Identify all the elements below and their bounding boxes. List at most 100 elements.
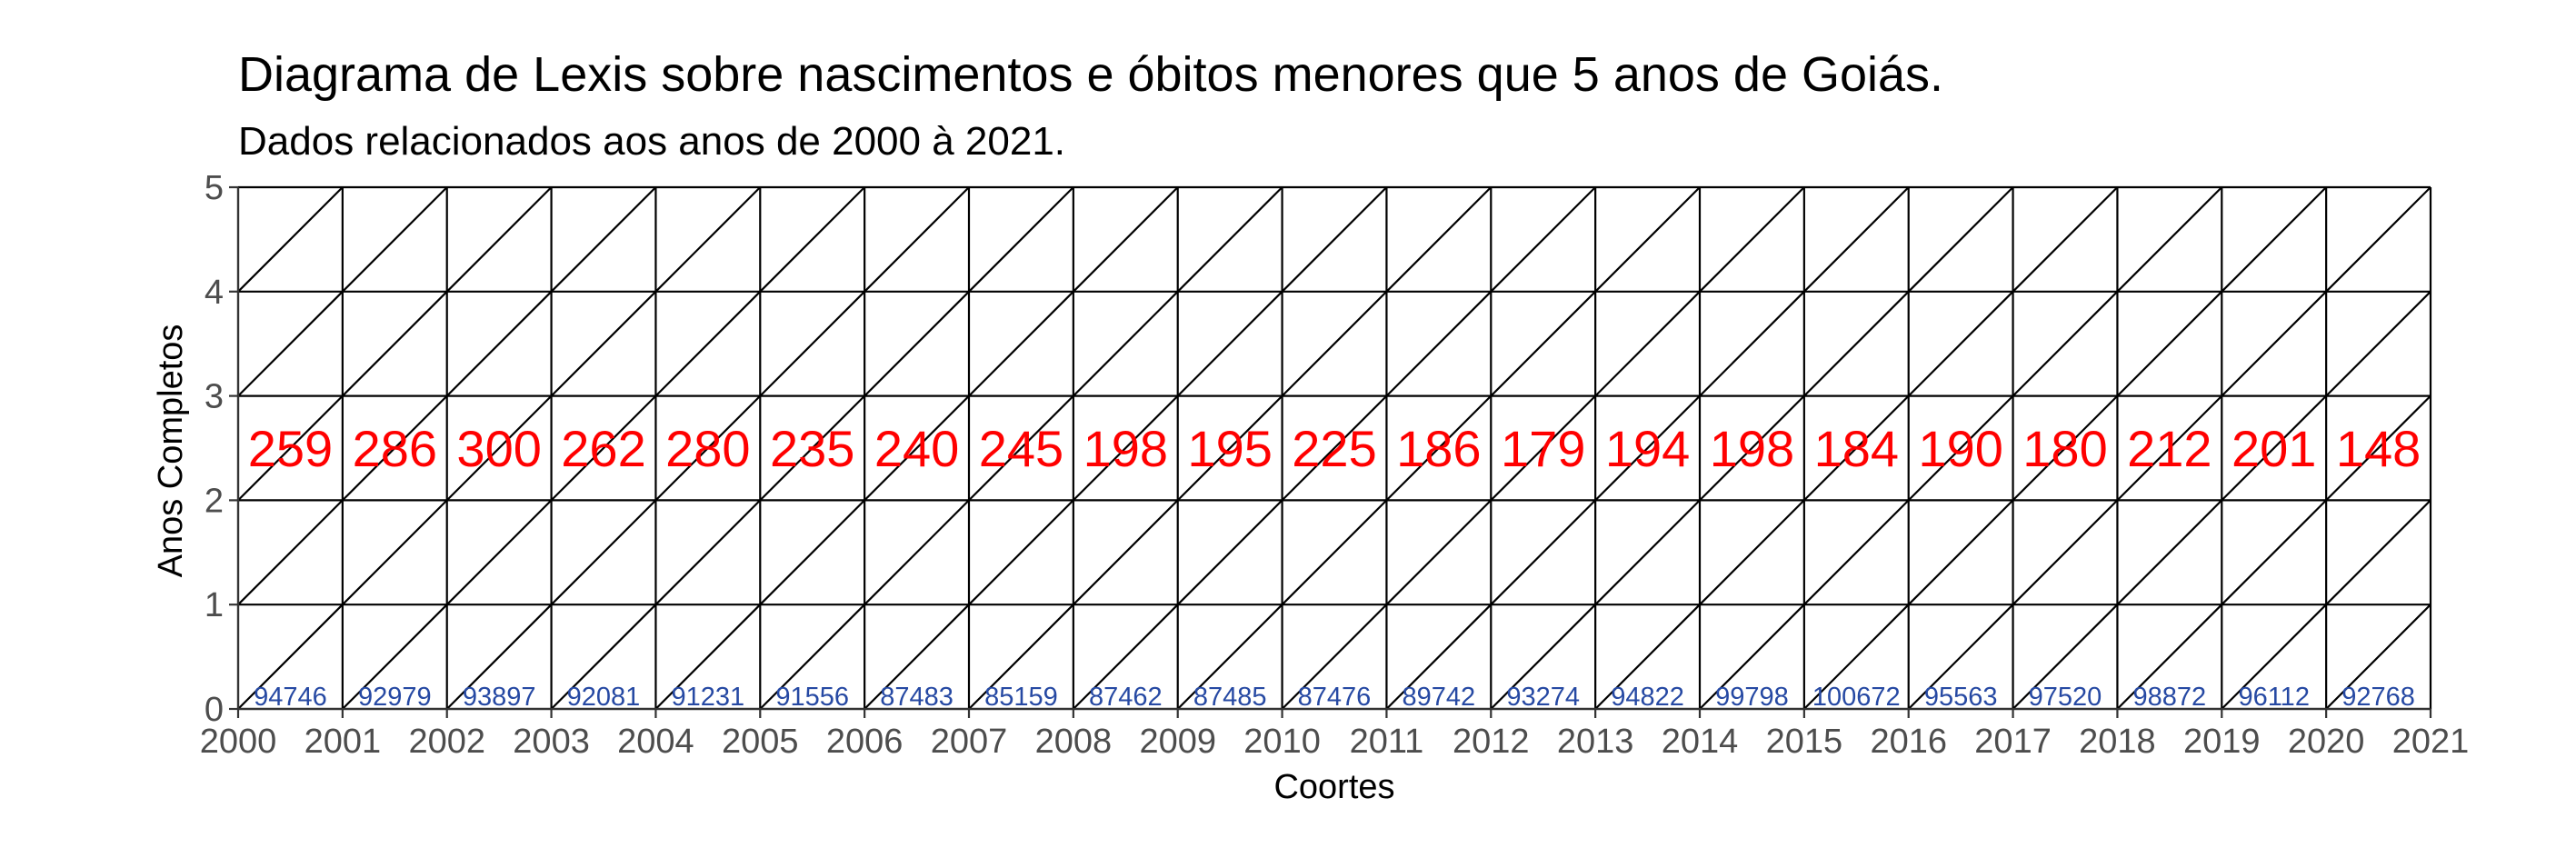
lifeline bbox=[1281, 186, 1388, 293]
x-tick-label: 2016 bbox=[1870, 723, 1947, 761]
birth-count-label: 94746 bbox=[254, 683, 327, 712]
birth-count-label: 94822 bbox=[1611, 683, 1684, 712]
lifeline bbox=[1594, 499, 1701, 605]
lifeline bbox=[759, 394, 865, 502]
birth-count-label: 98872 bbox=[2133, 683, 2207, 712]
lifeline bbox=[1073, 604, 1179, 710]
lifeline bbox=[1699, 186, 1805, 293]
death-count-label: 280 bbox=[665, 420, 750, 477]
lifeline bbox=[2221, 499, 2327, 605]
lifeline bbox=[1907, 499, 2014, 605]
lifeline bbox=[968, 291, 1074, 397]
death-count-label: 245 bbox=[979, 420, 1063, 477]
lifeline bbox=[342, 604, 448, 710]
lifeline bbox=[1176, 291, 1283, 397]
y-tick-label: 2 bbox=[205, 482, 224, 520]
y-tick-label: 4 bbox=[205, 274, 224, 312]
lifeline bbox=[1594, 604, 1701, 710]
lifeline bbox=[1699, 499, 1805, 605]
lifeline bbox=[654, 499, 762, 605]
y-axis-ticks: 0 1 2 3 4 5 bbox=[205, 169, 238, 729]
lifeline bbox=[237, 604, 344, 710]
y-tick-label: 5 bbox=[205, 169, 224, 207]
lifeline bbox=[445, 291, 553, 397]
y-tick-label: 3 bbox=[205, 378, 224, 416]
x-tick-label: 2006 bbox=[826, 723, 904, 761]
lifeline bbox=[1699, 604, 1805, 710]
chart-title: Diagrama de Lexis sobre nascimentos e ób… bbox=[238, 47, 1943, 102]
lifeline bbox=[2012, 604, 2119, 710]
death-count-label: 225 bbox=[1292, 420, 1376, 477]
lifeline bbox=[445, 604, 553, 710]
lifeline bbox=[2221, 604, 2327, 710]
lifeline bbox=[1385, 291, 1493, 397]
lifeline bbox=[864, 499, 970, 605]
lifeline bbox=[550, 186, 657, 293]
death-count-label: 212 bbox=[2127, 420, 2212, 477]
lifeline bbox=[550, 604, 657, 710]
death-count-label: 235 bbox=[770, 420, 854, 477]
lifeline bbox=[1803, 394, 1910, 502]
lifeline bbox=[759, 604, 865, 710]
x-tick-label: 2018 bbox=[2079, 723, 2156, 761]
lifeline bbox=[654, 394, 762, 502]
lifeline bbox=[1281, 394, 1388, 502]
death-count-label: 262 bbox=[561, 420, 645, 477]
x-tick-label: 2001 bbox=[305, 723, 382, 761]
lifeline bbox=[1490, 186, 1596, 293]
lifeline bbox=[1594, 394, 1701, 502]
lifeline bbox=[1073, 291, 1179, 397]
death-labels: 259 286 300 262 280 235 240 245 198 195 225 186 179 1… bbox=[248, 420, 2421, 477]
lifeline bbox=[1699, 291, 1805, 397]
x-tick-label: 2000 bbox=[200, 723, 277, 761]
lifeline bbox=[1803, 604, 1910, 710]
death-count-label: 180 bbox=[2022, 420, 2107, 477]
birth-count-label: 85159 bbox=[984, 683, 1058, 712]
lifeline bbox=[968, 499, 1074, 605]
birth-count-label: 96112 bbox=[2238, 683, 2310, 712]
birth-count-label: 89742 bbox=[1403, 683, 1476, 712]
death-count-label: 198 bbox=[1083, 420, 1168, 477]
lifeline bbox=[1490, 291, 1596, 397]
x-tick-label: 2014 bbox=[1662, 723, 1739, 761]
lifeline bbox=[968, 186, 1074, 293]
lifeline bbox=[1907, 394, 2014, 502]
lifeline bbox=[2221, 291, 2327, 397]
lifeline bbox=[342, 499, 448, 605]
x-tick-label: 2020 bbox=[2288, 723, 2365, 761]
lifelines bbox=[237, 186, 2431, 710]
lifeline bbox=[342, 394, 448, 502]
lifeline bbox=[1594, 186, 1701, 293]
lifeline bbox=[342, 291, 448, 397]
lifeline bbox=[2012, 291, 2119, 397]
death-count-label: 195 bbox=[1187, 420, 1272, 477]
lifeline bbox=[1385, 499, 1493, 605]
x-tick-label: 2010 bbox=[1243, 723, 1321, 761]
birth-count-label: 92768 bbox=[2341, 683, 2415, 712]
lifeline bbox=[1385, 604, 1493, 710]
lifeline bbox=[2325, 291, 2431, 397]
birth-labels: 94746 92979 93897 92081 91231 91556 87483 85159… bbox=[254, 683, 2415, 712]
lifeline bbox=[1490, 499, 1596, 605]
lifeline bbox=[2116, 186, 2223, 293]
death-count-label: 201 bbox=[2232, 420, 2316, 477]
lifeline bbox=[1803, 499, 1910, 605]
x-tick-label: 2017 bbox=[1974, 723, 2052, 761]
lifeline bbox=[2012, 186, 2119, 293]
lifeline bbox=[550, 394, 657, 502]
birth-count-label: 87485 bbox=[1193, 683, 1267, 712]
birth-count-label: 97520 bbox=[2029, 683, 2102, 712]
lifeline bbox=[2221, 186, 2327, 293]
x-axis-title: Coortes bbox=[1273, 768, 1394, 806]
lifeline bbox=[864, 291, 970, 397]
x-tick-label: 2009 bbox=[1139, 723, 1216, 761]
lifeline bbox=[968, 604, 1074, 710]
x-tick-label: 2019 bbox=[2183, 723, 2261, 761]
lifeline bbox=[2012, 394, 2119, 502]
x-tick-label: 2008 bbox=[1035, 723, 1113, 761]
x-tick-label: 2012 bbox=[1453, 723, 1530, 761]
lifeline bbox=[864, 186, 970, 293]
lifeline bbox=[1907, 186, 2014, 293]
lifeline bbox=[1176, 604, 1283, 710]
